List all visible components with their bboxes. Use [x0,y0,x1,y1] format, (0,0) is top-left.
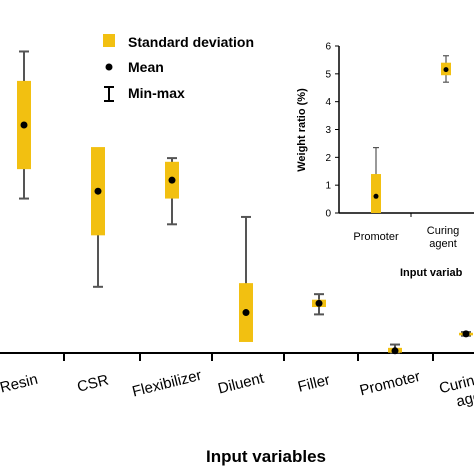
inset-sd-box-promoter [371,174,381,213]
main-x-tick-label: Flexibilizer [130,367,203,401]
inset-mean-point-curing-agent [443,67,449,73]
inset-x-tick-label: Curing [427,225,459,237]
legend-label-standard-deviation: Standard deviation [128,34,254,50]
inset-plot [371,55,451,213]
main-x-tick-label: Filler [296,371,332,395]
legend: Standard deviation Mean Min-max [103,34,254,102]
mean-point-resin [20,121,28,129]
legend-swatch-standard-deviation [103,34,115,47]
inset-y-tick-label: 6 [325,42,331,53]
legend-label-mean: Mean [128,59,164,75]
main-x-tick-label: Resin [0,371,40,397]
legend-label-min-max: Min-max [128,85,185,101]
inset-mean-point-promoter [373,193,379,199]
inset-y-tick-label: 1 [325,181,331,192]
inset-y-tick-label: 0 [325,209,331,220]
mean-point-flexibilizer [168,176,176,184]
inset-x-axis-title: Input variab [400,267,463,279]
mean-point-csr [94,187,102,195]
inset-y-ticks: 0 1 2 3 4 5 6 [325,42,339,220]
inset-y-axis-title: Weight ratio (%) [296,88,308,172]
main-x-tick-label: Diluent [216,370,266,398]
mean-point-curing-agent [462,330,470,338]
inset-y-tick-label: 5 [325,69,331,80]
main-x-tick-label: CSR [75,372,110,396]
inset-y-tick-label: 2 [325,153,331,164]
inset-x-tick-label: Promoter [353,231,399,243]
legend-swatch-mean [105,63,113,71]
main-x-axis-title: Input variables [206,447,326,466]
mean-point-promoter [391,347,399,355]
mean-point-diluent [242,309,250,317]
main-plot [17,50,473,355]
inset-y-tick-label: 4 [325,97,331,108]
legend-swatch-min-max [104,86,114,102]
main-x-tick-label-line2: agen [455,386,474,411]
inset-y-tick-label: 3 [325,125,331,136]
inset-x-tick-label-line2: agent [429,238,457,250]
main-x-tick-label: Promoter [358,368,422,399]
mean-point-filler [315,299,323,307]
main-x-ticks: Resin CSR Flexibilizer Diluent Filler Promote… [0,353,474,410]
